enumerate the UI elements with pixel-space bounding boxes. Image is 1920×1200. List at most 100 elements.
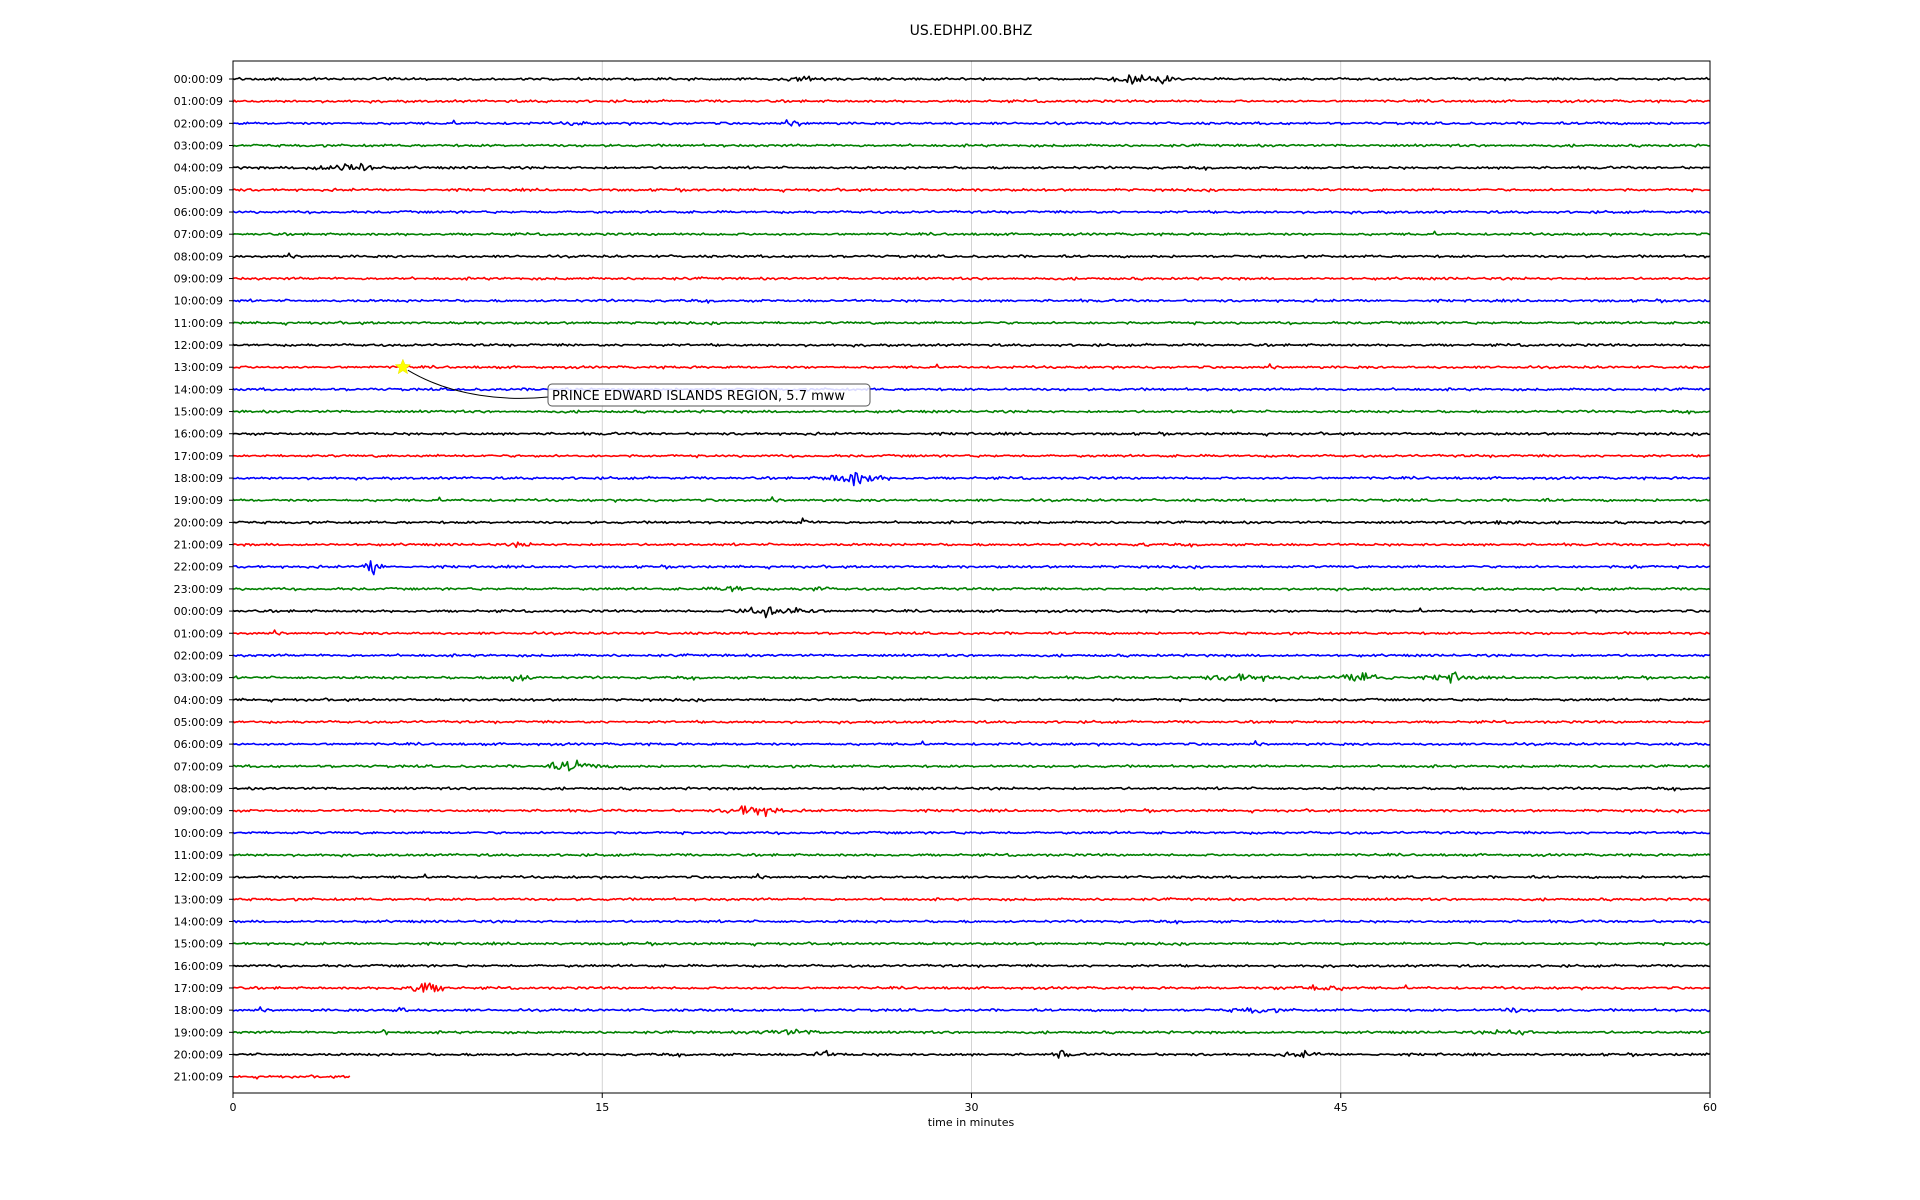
row-label: 13:00:09: [174, 361, 223, 374]
row-label: 08:00:09: [174, 250, 223, 263]
row-label: 21:00:09: [174, 539, 223, 552]
row-label: 18:00:09: [174, 472, 223, 485]
trace-line: [232, 759, 1711, 772]
x-tick-label: 0: [230, 1101, 237, 1114]
x-axis: 0 15 30 45 60: [230, 1093, 1717, 1114]
trace-line: [232, 162, 1710, 172]
trace-line: [232, 453, 1710, 459]
trace-line: [232, 873, 1710, 880]
row-label: 01:00:09: [174, 95, 223, 108]
row-label: 19:00:09: [174, 494, 223, 507]
trace-line: [232, 230, 1711, 237]
trace-line: [232, 585, 1710, 593]
trace-line: [232, 98, 1711, 104]
row-label: 04:00:09: [174, 162, 223, 175]
trace-line: [232, 187, 1710, 193]
row-label: 05:00:09: [174, 184, 223, 197]
row-label: 01:00:09: [174, 627, 223, 640]
row-label: 23:00:09: [174, 583, 223, 596]
row-label: 17:00:09: [174, 982, 223, 995]
trace-line: [232, 320, 1710, 326]
row-label: 05:00:09: [174, 716, 223, 729]
trace-line: [232, 805, 1711, 818]
x-tick-label: 30: [965, 1101, 979, 1114]
row-label: 16:00:09: [174, 428, 223, 441]
row-label: 18:00:09: [174, 1004, 223, 1017]
trace-line: [232, 209, 1711, 215]
annotation-text: PRINCE EDWARD ISLANDS REGION, 5.7 mww: [552, 389, 845, 404]
trace-line: [232, 697, 1710, 703]
trace-line: [232, 298, 1711, 304]
row-label: 14:00:09: [174, 915, 223, 928]
trace-line: [232, 919, 1711, 925]
trace-line: [232, 830, 1711, 836]
trace-line: [232, 1074, 351, 1080]
x-axis-label: time in minutes: [928, 1116, 1015, 1129]
trace-line: [232, 387, 1711, 392]
trace-line: [232, 342, 1710, 348]
row-label: 12:00:09: [174, 871, 223, 884]
row-label: 09:00:09: [174, 805, 223, 818]
row-label: 12:00:09: [174, 339, 223, 352]
row-label: 21:00:09: [174, 1071, 223, 1084]
trace-line: [232, 496, 1711, 503]
row-label: 07:00:09: [174, 760, 223, 773]
trace-line: [232, 719, 1710, 725]
trace-line: [232, 276, 1711, 281]
trace-line: [232, 629, 1711, 636]
row-label: 20:00:09: [174, 1048, 223, 1061]
row-label: 13:00:09: [174, 893, 223, 906]
trace-line: [232, 363, 1711, 370]
row-label: 08:00:09: [174, 782, 223, 795]
row-label: 06:00:09: [174, 738, 223, 751]
trace-line: [232, 517, 1710, 525]
x-tick-label: 45: [1334, 1101, 1348, 1114]
row-label: 06:00:09: [174, 206, 223, 219]
row-label: 20:00:09: [174, 516, 223, 529]
x-tick-label: 15: [595, 1101, 609, 1114]
row-label: 15:00:09: [174, 938, 223, 951]
trace-line: [232, 1049, 1710, 1059]
row-label: 14:00:09: [174, 383, 223, 396]
row-label: 02:00:09: [174, 117, 223, 130]
row-label: 19:00:09: [174, 1026, 223, 1039]
trace-line: [232, 431, 1710, 437]
row-label: 10:00:09: [174, 827, 223, 840]
row-label: 00:00:09: [174, 605, 223, 618]
trace-line: [232, 606, 1711, 619]
row-label: 07:00:09: [174, 228, 223, 241]
event-star-marker: [394, 358, 412, 375]
trace-line: [232, 409, 1710, 415]
trace-line: [232, 471, 1711, 487]
row-label: 16:00:09: [174, 960, 223, 973]
row-label: 09:00:09: [174, 273, 223, 286]
trace-line: [232, 786, 1710, 792]
trace-line: [232, 1006, 1711, 1014]
x-tick-label: 60: [1703, 1101, 1717, 1114]
trace-line: [232, 982, 1710, 993]
trace-line: [232, 560, 1711, 576]
trace-line: [232, 671, 1711, 684]
row-label: 10:00:09: [174, 295, 223, 308]
trace-line: [232, 653, 1711, 658]
trace-group: [232, 74, 1711, 1080]
trace-line: [232, 963, 1710, 969]
trace-line: [232, 740, 1710, 747]
annotation-connector: [407, 369, 549, 399]
row-label: 03:00:09: [174, 672, 223, 685]
trace-line: [232, 541, 1711, 549]
row-label: 11:00:09: [174, 317, 223, 330]
row-label: 00:00:09: [174, 73, 223, 86]
trace-line: [232, 143, 1710, 148]
row-label: 11:00:09: [174, 849, 223, 862]
row-label: 15:00:09: [174, 406, 223, 419]
trace-line: [232, 897, 1711, 902]
trace-line: [232, 252, 1711, 259]
trace-line: [232, 119, 1710, 127]
event-annotation: PRINCE EDWARD ISLANDS REGION, 5.7 mww: [394, 358, 871, 407]
row-label: 22:00:09: [174, 561, 223, 574]
chart-title: US.EDHPI.00.BHZ: [910, 23, 1033, 39]
row-label: 02:00:09: [174, 649, 223, 662]
